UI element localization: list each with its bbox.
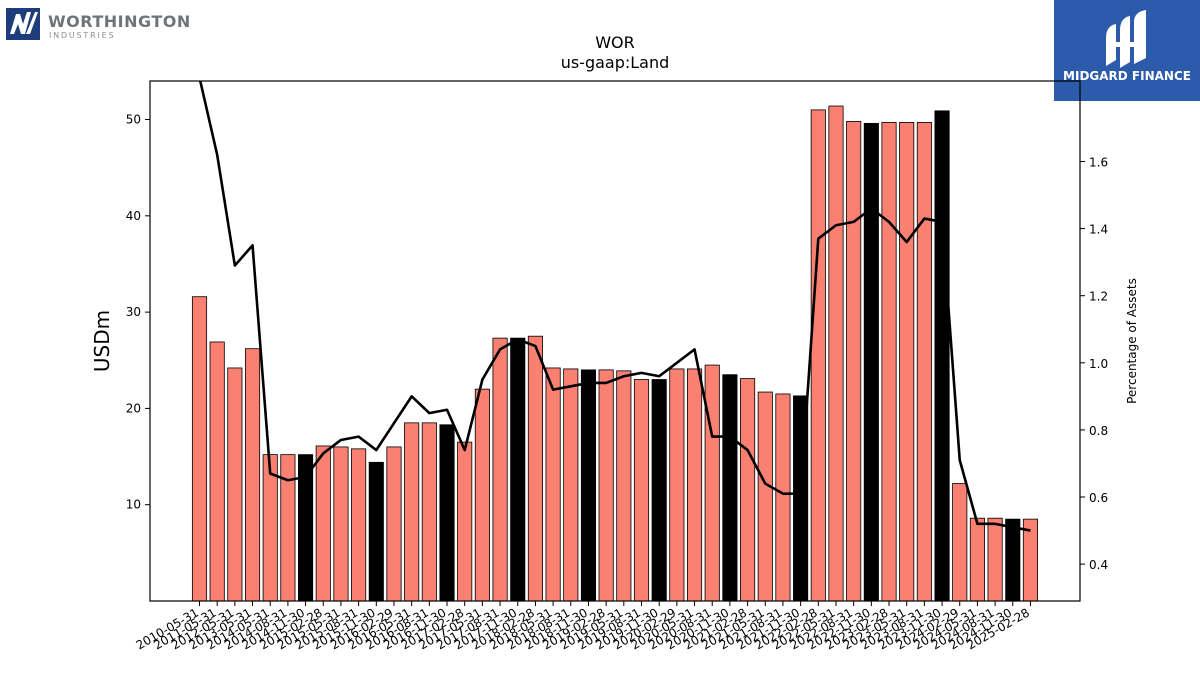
bar-2023-08-31 bbox=[916, 122, 932, 602]
bar-2021-02-28 bbox=[740, 378, 756, 602]
bar-2016-02-29 bbox=[386, 446, 402, 602]
bar-2015-08-31 bbox=[351, 448, 367, 602]
bar-2016-05-31 bbox=[404, 422, 420, 602]
bar-2010-05-31 bbox=[191, 296, 208, 602]
bar-2012-05-31 bbox=[227, 367, 243, 602]
bar-2018-02-28 bbox=[527, 335, 543, 602]
chart-subtitle: us-gaap:Land bbox=[561, 53, 670, 72]
bar-2021-08-31 bbox=[775, 393, 791, 602]
y2-tick-label-1.4: 1.4 bbox=[1089, 223, 1108, 237]
midgard-m-mark-icon bbox=[1106, 10, 1146, 68]
y2-tick-label-1.6: 1.6 bbox=[1089, 156, 1108, 170]
bar-2024-08-31 bbox=[987, 517, 1003, 602]
bar-2023-11-30 bbox=[934, 110, 950, 602]
bar-2019-08-31 bbox=[633, 379, 650, 602]
bar-2023-02-28 bbox=[881, 122, 897, 602]
bar-2024-02-29 bbox=[952, 483, 968, 602]
worthington-logo-name: WORTHINGTON bbox=[48, 12, 191, 31]
y-axis-label: USDm bbox=[90, 310, 114, 372]
bar-2016-11-30 bbox=[439, 424, 455, 602]
midgard-finance-logo-name: MIDGARD FINANCE bbox=[1063, 69, 1191, 83]
bar-2022-08-31 bbox=[846, 121, 862, 602]
bar-2015-02-28 bbox=[315, 445, 331, 602]
bar-2022-11-30 bbox=[863, 122, 879, 602]
bar-2020-05-31 bbox=[686, 368, 703, 602]
y2-tick-label-0.8: 0.8 bbox=[1089, 424, 1108, 438]
bar-2011-05-31 bbox=[209, 341, 225, 602]
worthington-logo: WORTHINGTON INDUSTRIES bbox=[6, 8, 196, 44]
bar-2017-08-31 bbox=[492, 337, 508, 602]
y2-tick-label-0.4: 0.4 bbox=[1089, 558, 1108, 572]
bar-2020-08-31 bbox=[704, 364, 720, 602]
bar-2019-11-30 bbox=[651, 379, 667, 602]
bar-2016-08-31 bbox=[421, 422, 437, 602]
y2-tick-label-0.6: 0.6 bbox=[1089, 491, 1108, 505]
bar-2018-11-30 bbox=[580, 369, 597, 602]
bar-2022-02-28 bbox=[810, 109, 826, 602]
bar-2020-02-29 bbox=[669, 368, 685, 602]
bar-2024-05-31 bbox=[969, 517, 985, 602]
bar-2017-11-30 bbox=[510, 337, 526, 602]
bar-2019-05-31 bbox=[616, 370, 632, 602]
y2-tick-label-1.2: 1.2 bbox=[1089, 290, 1108, 304]
bar-2013-05-31 bbox=[244, 348, 261, 602]
y2-axis-label: Percentage of Assets bbox=[1125, 278, 1139, 404]
bar-2015-05-31 bbox=[333, 446, 349, 602]
y-tick-label-10: 10 bbox=[126, 498, 141, 512]
bar-2014-08-31 bbox=[280, 454, 296, 602]
bar-2015-11-30 bbox=[368, 461, 384, 602]
bar-2018-08-31 bbox=[563, 368, 579, 602]
plot-frame bbox=[149, 80, 1081, 602]
percentage-line bbox=[198, 81, 1031, 532]
bar-2023-05-31 bbox=[899, 122, 915, 602]
y2-tick-label-1: 1.0 bbox=[1089, 357, 1108, 371]
worthington-w-mark-icon bbox=[6, 8, 40, 40]
midgard-finance-logo: MIDGARD FINANCE bbox=[1054, 0, 1200, 101]
chart-title: WOR bbox=[595, 33, 635, 52]
bar-2017-02-28 bbox=[457, 441, 473, 602]
y-tick-label-50: 50 bbox=[126, 113, 141, 127]
bar-2017-05-31 bbox=[474, 388, 490, 602]
bar-2022-05-31 bbox=[828, 105, 844, 602]
bar-2025-02-28 bbox=[1022, 518, 1039, 602]
y-tick-label-30: 30 bbox=[126, 305, 141, 319]
y-tick-label-40: 40 bbox=[126, 209, 141, 223]
worthington-logo-subtitle: INDUSTRIES bbox=[49, 31, 116, 40]
bar-2020-11-30 bbox=[722, 374, 738, 602]
bar-2024-11-30 bbox=[1005, 518, 1021, 602]
bar-2019-02-28 bbox=[598, 369, 614, 602]
bar-2021-05-31 bbox=[757, 391, 773, 602]
bar-2018-05-31 bbox=[545, 367, 561, 602]
y-tick-label-20: 20 bbox=[126, 401, 141, 415]
